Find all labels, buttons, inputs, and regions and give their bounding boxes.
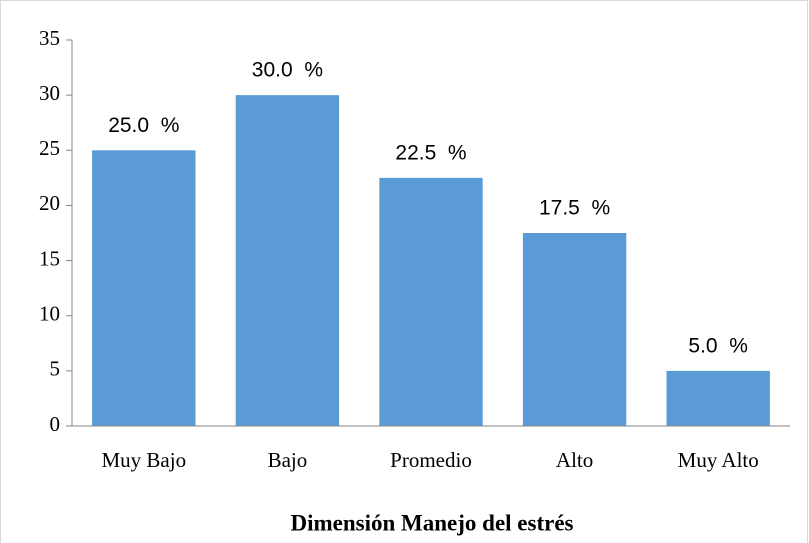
y-tick-label: 20 [39,191,60,215]
bar [235,95,340,427]
bar [522,233,627,426]
value-label: 17.5 % [539,197,610,220]
x-tick-label: Bajo [268,448,308,472]
value-label: 22.5 % [395,141,466,164]
bar [666,370,770,426]
bar [379,177,483,426]
y-tick-label: 10 [39,302,60,326]
y-tick-label: 15 [39,246,60,270]
x-tick-label: Muy Bajo [102,448,187,472]
x-tick-label: Alto [556,448,593,472]
bar [92,150,196,427]
y-tick-label: 35 [39,26,60,50]
y-tick-label: 0 [50,412,61,436]
y-tick-label: 5 [50,357,61,381]
value-label: 25.0 % [108,114,179,137]
x-axis-title: Dimensión Manejo del estrés [291,510,574,535]
x-tick-label: Promedio [390,448,472,472]
value-label: 30.0 % [252,59,323,82]
value-label: 5.0 % [688,334,748,357]
x-tick-label: Muy Alto [678,448,759,472]
y-tick-label: 30 [39,81,60,105]
y-tick-label: 25 [39,136,60,160]
